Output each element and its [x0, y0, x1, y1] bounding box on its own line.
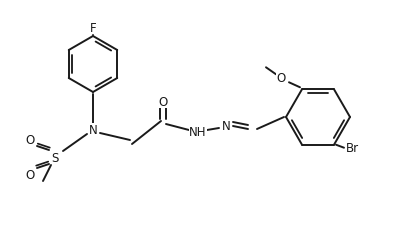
Text: O: O — [25, 133, 35, 146]
Text: S: S — [51, 151, 59, 164]
Text: O: O — [25, 169, 35, 182]
Text: Br: Br — [345, 142, 358, 155]
Text: O: O — [158, 95, 168, 108]
Text: N: N — [222, 120, 230, 133]
Text: O: O — [276, 71, 285, 84]
Text: F: F — [90, 21, 96, 34]
Text: NH: NH — [189, 126, 207, 139]
Text: N: N — [89, 123, 97, 136]
